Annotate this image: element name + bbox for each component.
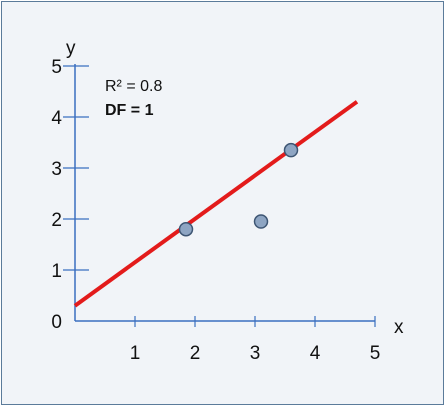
r-squared-annotation: R² = 0.8 [105, 78, 162, 95]
y-axis-title: y [66, 38, 76, 59]
data-point [253, 214, 269, 229]
x-tick-label: 4 [310, 343, 321, 364]
data-points [178, 142, 299, 237]
x-tick-label: 5 [370, 343, 381, 364]
y-tick-label: 2 [51, 210, 62, 231]
x-tick-label: 2 [190, 343, 201, 364]
y-tick-label: 5 [51, 57, 62, 78]
y-tick-label: 1 [51, 261, 62, 282]
y-tick-label: 0 [51, 312, 62, 333]
x-tick-label: 1 [130, 343, 141, 364]
fit-line-layer [73, 100, 359, 308]
df-annotation: DF = 1 [105, 102, 154, 119]
y-tick-label: 4 [51, 108, 62, 129]
axes [74, 64, 375, 322]
data-point [178, 221, 194, 237]
x-tick-label: 3 [250, 343, 261, 364]
data-point [283, 142, 299, 158]
ticks: 1 2 3 4 5 0 1 2 3 4 5 [51, 57, 380, 364]
y-tick-label: 3 [51, 159, 62, 180]
x-axis-title: x [394, 317, 404, 338]
regression-line [73, 100, 359, 308]
